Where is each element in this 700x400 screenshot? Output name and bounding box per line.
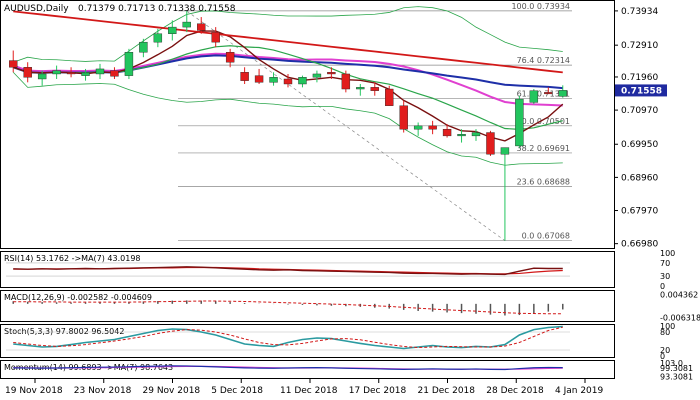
time-tick-label: 19 Nov 2018 bbox=[5, 386, 63, 396]
indicator-label-rsi: RSI(14) 53.1762 ->MA(7) 43.0198 bbox=[4, 254, 141, 263]
time-tick-label: 5 Dec 2018 bbox=[211, 386, 263, 396]
indicator-tick-label: 100 bbox=[660, 322, 675, 331]
time-tick-label: 17 Dec 2018 bbox=[349, 386, 407, 396]
candle-body bbox=[486, 132, 495, 155]
candle-body bbox=[529, 90, 539, 103]
price-axis: 0.73934 0.72910 0.71960 0.70970 0.69950 0.689… bbox=[614, 7, 667, 250]
candle-body bbox=[312, 73, 322, 78]
indicator-tick-label: 100 bbox=[660, 249, 675, 258]
indicator-tick-label: 20 bbox=[660, 346, 670, 355]
indicator-tick-label: 0.004362 bbox=[660, 290, 698, 299]
candle-body bbox=[182, 21, 191, 28]
fib-label: 61.8 0.71311 bbox=[517, 90, 570, 99]
rsi-line bbox=[13, 266, 563, 276]
candle-body bbox=[370, 87, 379, 91]
indicator-tick-label: 30 bbox=[660, 272, 670, 281]
indicator-tick-label: -0.006318 bbox=[660, 313, 700, 322]
indicator-tick-label: 103.0 bbox=[660, 359, 683, 368]
candle-body bbox=[457, 134, 466, 137]
candle-body bbox=[327, 72, 336, 75]
fib-label: 0.0 0.67068 bbox=[522, 232, 570, 241]
current-price-label: 0.71558 bbox=[621, 86, 662, 96]
ma-pink bbox=[12, 52, 563, 107]
candle-body bbox=[428, 125, 437, 130]
candle-body bbox=[442, 128, 452, 137]
time-tick-label: 11 Dec 2018 bbox=[280, 386, 338, 396]
momentum-line bbox=[13, 365, 563, 371]
candle-body bbox=[124, 51, 134, 76]
time-tick-label: 21 Dec 2018 bbox=[418, 386, 476, 396]
indicator-tick-label: 99.3081 bbox=[660, 364, 693, 373]
ma-slow-red bbox=[13, 10, 563, 74]
candle-body bbox=[298, 77, 307, 85]
candle-body bbox=[254, 75, 264, 83]
indicator-tick-label: 0 bbox=[660, 352, 665, 361]
price-tick-label: 0.69950 bbox=[621, 140, 658, 150]
candle-body bbox=[225, 51, 235, 63]
indicator-label-stoch: Stoch(5,3,3) 97.8002 96.5042 bbox=[4, 327, 124, 336]
candle-body bbox=[52, 70, 61, 75]
candle-body bbox=[283, 78, 293, 85]
fib-trend-line bbox=[186, 10, 506, 241]
candle-body bbox=[471, 132, 481, 137]
indicator-tick-label: 80 bbox=[660, 328, 670, 337]
bollinger-lower bbox=[12, 72, 563, 166]
candle-body bbox=[269, 77, 278, 83]
symbol-label: AUDUSD,Daily bbox=[4, 4, 69, 14]
fib-label: 76.4 0.72314 bbox=[517, 56, 570, 65]
fib-label: 23.6 0.68688 bbox=[517, 177, 570, 186]
candle-body bbox=[110, 70, 119, 77]
candle-body bbox=[197, 23, 206, 31]
main-price-panel[interactable]: 100.0 0.73934 76.4 0.72314 61.8 0.71311 50.… bbox=[9, 2, 572, 242]
time-tick-label: 29 Nov 2018 bbox=[143, 386, 201, 396]
time-tick-label: 28 Dec 2018 bbox=[486, 386, 544, 396]
macd-line bbox=[13, 300, 563, 315]
stoch-line bbox=[13, 326, 563, 349]
price-tick-label: 0.72910 bbox=[621, 41, 658, 51]
candle-body bbox=[515, 98, 524, 147]
candle-body bbox=[413, 125, 423, 130]
indicator-tick-label: 70 bbox=[660, 259, 670, 268]
indicator-tick-label: 0 bbox=[660, 282, 665, 291]
candle-body bbox=[95, 68, 105, 75]
candle-body bbox=[23, 67, 32, 78]
bollinger-upper bbox=[13, 6, 563, 63]
time-tick-label: 4 Jan 2019 bbox=[555, 386, 603, 396]
candle-body bbox=[385, 88, 394, 106]
indicator-label-macd: MACD(12,26,9) -0.002582 -0.004609 bbox=[4, 293, 152, 302]
candle-body bbox=[558, 90, 567, 97]
candle-body bbox=[66, 72, 76, 75]
time-axis: 19 Nov 2018 23 Nov 2018 29 Nov 2018 5 Dec 2… bbox=[5, 379, 603, 396]
candle-body bbox=[544, 92, 553, 95]
candle-body bbox=[341, 73, 351, 90]
price-tick-label: 0.66980 bbox=[621, 240, 658, 250]
price-tick-label: 0.70970 bbox=[621, 106, 658, 116]
candle-body bbox=[168, 26, 177, 34]
candle-body bbox=[399, 105, 408, 130]
fib-label: 38.2 0.69691 bbox=[517, 144, 570, 153]
candle-body bbox=[9, 60, 18, 68]
current-price-tag bbox=[615, 84, 667, 97]
candle-body bbox=[356, 87, 365, 90]
price-tick-label: 0.68960 bbox=[621, 173, 658, 183]
candle-body bbox=[153, 33, 163, 43]
indicator-panels: RSI(14) 53.1762 ->MA(7) 43.019810070300M… bbox=[4, 249, 700, 381]
fib-label: 50.0 0.70501 bbox=[517, 117, 570, 126]
price-tick-label: 0.71960 bbox=[621, 73, 658, 83]
candle-body bbox=[139, 41, 148, 53]
ohlc-readout: 0.71379 0.71713 0.71338 0.71558 bbox=[78, 4, 236, 14]
candle-body bbox=[500, 147, 510, 155]
price-tick-label: 0.67970 bbox=[621, 207, 658, 217]
indicator-tick-label: 93.3081 bbox=[660, 372, 693, 381]
panel-frames bbox=[0, 0, 615, 379]
time-tick-label: 23 Nov 2018 bbox=[74, 386, 132, 396]
candle-body bbox=[211, 31, 220, 43]
candle-body bbox=[240, 72, 249, 81]
fib-label: 100.0 0.73934 bbox=[511, 2, 570, 11]
candle-body bbox=[37, 73, 47, 80]
candle-body bbox=[81, 72, 90, 76]
price-tick-label: 0.73934 bbox=[621, 7, 658, 17]
